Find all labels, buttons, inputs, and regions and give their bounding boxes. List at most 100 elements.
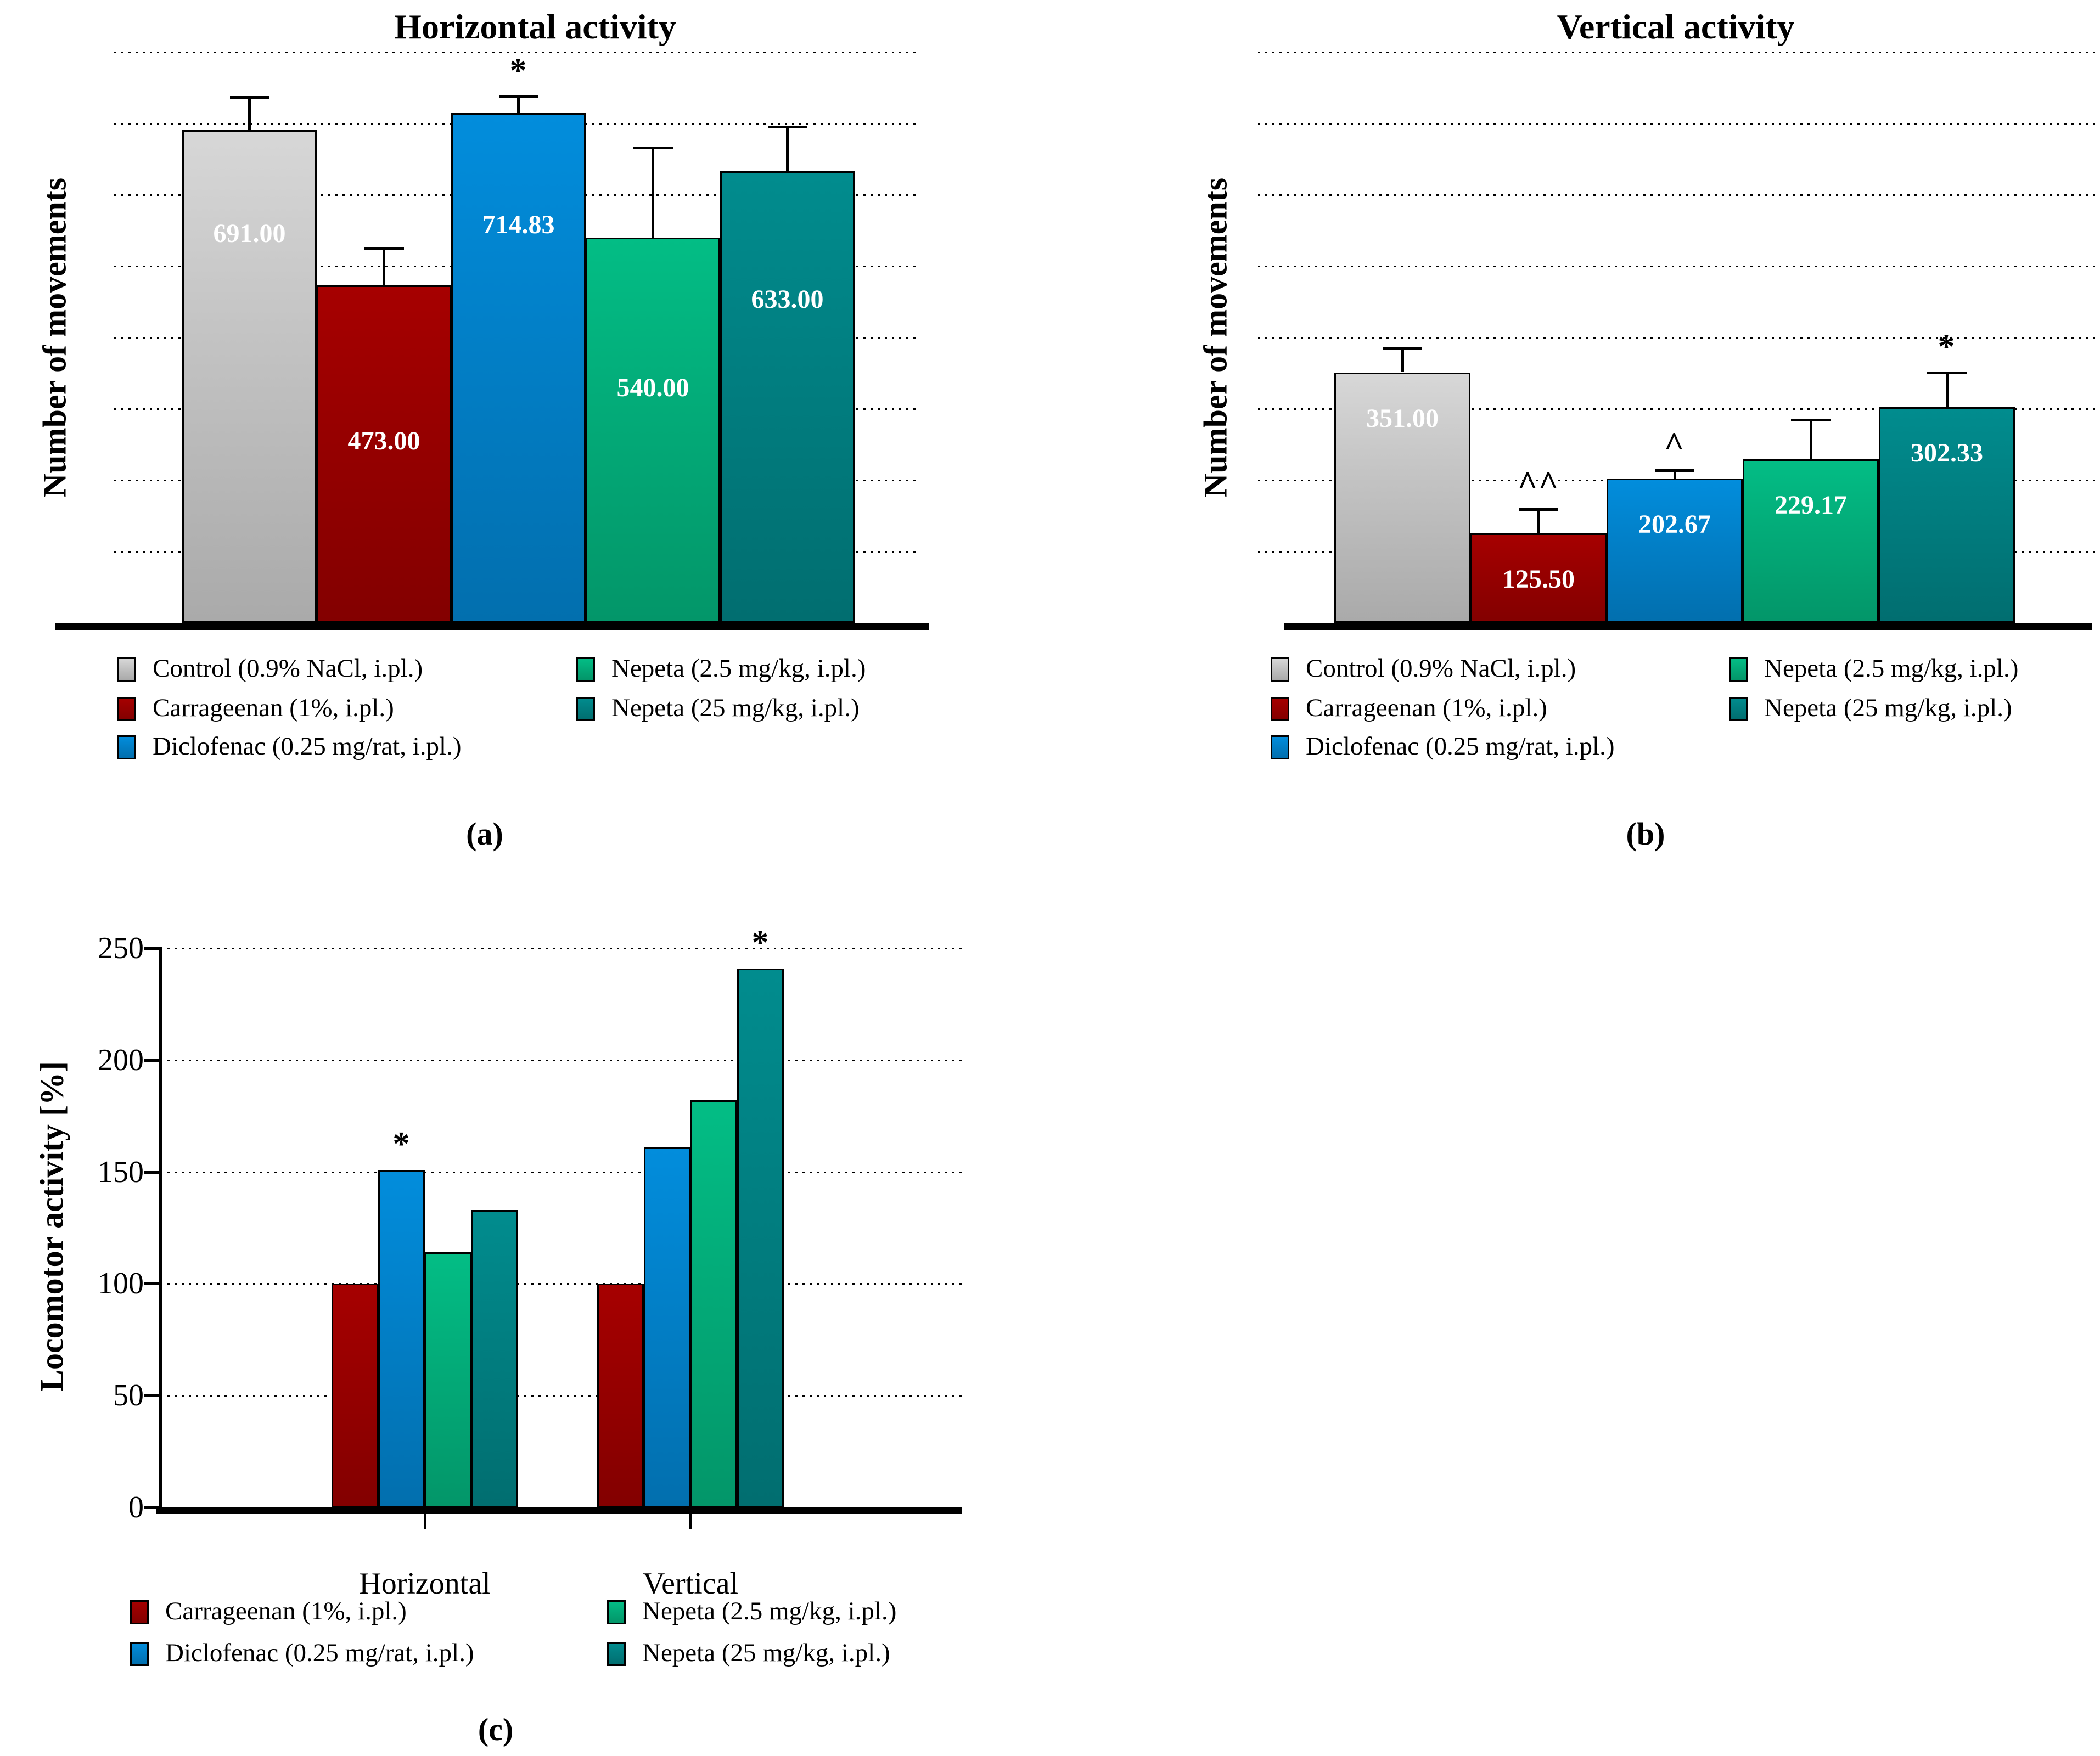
y-axis-tick: [144, 1171, 160, 1174]
bar-1: [317, 285, 451, 623]
panel-c-letter: (c): [478, 1712, 514, 1747]
legend-swatch: [130, 1600, 149, 1624]
error-bar: [652, 147, 654, 238]
panel-a-letter: (a): [466, 816, 503, 852]
bar-value-label: 633.00: [751, 285, 824, 314]
legend-label: Nepeta (2.5 mg/kg, i.pl.): [1764, 654, 2019, 683]
error-bar: [1810, 419, 1812, 459]
error-bar: [1401, 347, 1404, 372]
legend-swatch: [117, 735, 136, 759]
error-bar: [1674, 469, 1676, 479]
bar-value-label: 125.50: [1502, 565, 1575, 594]
x-axis-tick: [424, 1514, 426, 1529]
panel-c-y-axis-label: Locomotor activity [%]: [33, 1061, 70, 1392]
gridline: [1258, 123, 2095, 125]
bar-vertical-2: [690, 1100, 737, 1507]
legend-label: Diclofenac (0.25 mg/rat, i.pl.): [165, 1639, 474, 1667]
y-axis-tick: [144, 1506, 160, 1509]
y-axis-line: [159, 947, 162, 1511]
y-axis-tick: [144, 947, 160, 950]
legend-label: Carrageenan (1%, i.pl.): [1306, 694, 1547, 722]
bar-horizontal-0: [332, 1284, 378, 1507]
error-bar-cap: [1791, 419, 1831, 421]
legend-swatch: [576, 697, 595, 721]
legend-swatch: [1729, 697, 1748, 721]
legend-swatch: [1271, 657, 1289, 682]
bar-value-label: 302.33: [1911, 438, 1983, 468]
gridline: [160, 948, 962, 949]
bar-4: [1879, 407, 2015, 623]
legend-label: Carrageenan (1%, i.pl.): [165, 1597, 407, 1625]
legend-label: Nepeta (2.5 mg/kg, i.pl.): [642, 1597, 897, 1625]
gridline: [1258, 52, 2095, 53]
error-bar: [517, 95, 520, 113]
y-axis-tick: [144, 1394, 160, 1397]
bar-horizontal-3: [471, 1210, 518, 1507]
bar-4: [720, 171, 855, 623]
y-tick-label: 200: [98, 1043, 144, 1077]
error-bar: [383, 247, 385, 285]
bar-vertical-1: [644, 1147, 690, 1507]
error-bar-cap: [1927, 372, 1967, 374]
legend-swatch: [1271, 735, 1289, 759]
y-tick-label: 50: [113, 1378, 144, 1412]
bar-value-label: 202.67: [1638, 510, 1711, 539]
error-bar-cap: [364, 247, 404, 250]
gridline: [1258, 194, 2095, 196]
legend-swatch: [117, 657, 136, 682]
gridline: [160, 1172, 962, 1173]
legend-swatch: [1271, 697, 1289, 721]
bar-0: [182, 130, 317, 623]
bar-0: [1334, 373, 1470, 623]
y-axis-tick: [144, 1282, 160, 1285]
significance-marker: *: [751, 924, 770, 961]
x-axis-line: [1284, 623, 2092, 630]
bar-value-label: 691.00: [213, 219, 286, 248]
error-bar: [1537, 508, 1540, 533]
bar-value-label: 351.00: [1366, 404, 1439, 433]
legend-label: Nepeta (25 mg/kg, i.pl.): [642, 1639, 890, 1667]
legend-label: Control (0.9% NaCl, i.pl.): [153, 654, 423, 683]
error-bar-cap: [633, 147, 673, 149]
legend-label: Diclofenac (0.25 mg/rat, i.pl.): [1306, 732, 1615, 761]
legend-label: Control (0.9% NaCl, i.pl.): [1306, 654, 1576, 683]
error-bar-cap: [230, 96, 269, 99]
bar-value-label: 473.00: [347, 426, 420, 455]
error-bar: [248, 96, 251, 130]
bar-2: [451, 113, 586, 623]
significance-marker: ^: [1664, 426, 1686, 463]
x-category-label: Vertical: [642, 1567, 739, 1601]
gridline: [160, 1395, 962, 1397]
gridline: [1258, 337, 2095, 339]
x-axis-tick: [689, 1514, 692, 1529]
error-bar: [786, 126, 789, 171]
bar-horizontal-2: [425, 1252, 471, 1507]
panel-a-title: Horizontal activity: [394, 7, 676, 46]
legend-label: Nepeta (2.5 mg/kg, i.pl.): [611, 654, 866, 683]
bar-1: [1470, 533, 1607, 623]
bar-vertical-0: [597, 1284, 644, 1507]
panel-b-title: Vertical activity: [1557, 7, 1795, 46]
x-axis-line: [156, 1507, 962, 1514]
y-tick-label: 100: [98, 1267, 144, 1301]
gridline: [1258, 408, 2095, 410]
bar-value-label: 540.00: [616, 373, 689, 402]
gridline: [160, 1283, 962, 1285]
legend-label: Nepeta (25 mg/kg, i.pl.): [1764, 694, 2012, 722]
legend-swatch: [607, 1600, 626, 1624]
legend-label: Diclofenac (0.25 mg/rat, i.pl.): [153, 732, 462, 761]
x-category-label: Horizontal: [359, 1567, 491, 1601]
bar-horizontal-1: [378, 1170, 425, 1507]
legend-swatch: [576, 657, 595, 682]
bar-vertical-3: [737, 969, 784, 1507]
panel-b-letter: (b): [1626, 816, 1665, 852]
legend-swatch: [117, 697, 136, 721]
error-bar-cap: [499, 95, 538, 98]
bar-3: [1743, 459, 1879, 623]
bar-value-label: 229.17: [1775, 491, 1847, 520]
bar-value-label: 714.83: [482, 210, 555, 239]
significance-marker: *: [392, 1125, 411, 1163]
